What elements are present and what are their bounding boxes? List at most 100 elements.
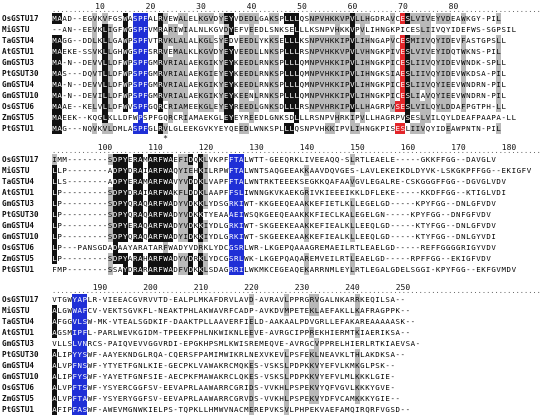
sequence-name-column: OsGSTU17 MiGSTU TaGSTU4 AtGSTU1 GmGSTU3 PtGSU…: [2, 154, 46, 275]
conserved-site-marker: *: [163, 134, 168, 143]
ruler-tick-label: 10: [95, 2, 105, 11]
sequence-name: GmGSTU10: [2, 232, 39, 241]
sequence-name: GmGSTU10: [2, 91, 39, 100]
sequence-name: OsGSTU17: [2, 155, 39, 164]
alignment-block: 100 110 120 130 140 150 160 170 180.............…: [0, 143, 550, 275]
sequence-name: GmGSTU4: [2, 221, 35, 230]
sequence-name: OsGSTU6: [2, 383, 35, 392]
ruler-tick-label: 40: [246, 2, 257, 11]
sequence-name: MiGSTU: [2, 166, 30, 175]
sequence-name: TaGSTU4: [2, 36, 35, 45]
ruler-tick-label: 230: [294, 283, 310, 292]
ruler-tick-label: 250: [395, 283, 411, 292]
ruler-dots: ........................................…: [52, 290, 542, 293]
sequence-name: ZmGSTU5: [2, 254, 35, 263]
ruler-tick-label: 180: [501, 143, 517, 152]
ruler-tick-label: 120: [198, 143, 214, 152]
ruler-tick-label: 50: [297, 2, 307, 11]
sequence-name: PtGSTU1: [2, 405, 35, 414]
ruler-tick-label: 60: [347, 2, 358, 11]
sequence-name: GmGSTU3: [2, 58, 35, 67]
sequence-name: PtGSUT30: [2, 69, 39, 78]
sequence-name-column: OsGSTU17 MiGSTU TaGSTU4 AtGSTU1 GmGSTU3 PtGSU…: [2, 294, 46, 415]
sequence-name-column: OsGSTU17 MiGSTU TaGSTU4 AtGSTU1 GmGSTU3 PtGSU…: [2, 13, 46, 134]
ruler-tick-label: 70: [398, 2, 408, 11]
alignment-block: 10 20 30 40 50 60 70 80........................…: [0, 2, 550, 143]
position-ruler: 100 110 120 130 140 150 160 170 180: [0, 143, 550, 154]
sequence-name: GmGSTU3: [2, 339, 35, 348]
sequence-name: MiGSTU: [2, 25, 30, 34]
ruler-tick-label: 160: [400, 143, 416, 152]
sequence-name: PtGSTU1: [2, 265, 35, 274]
ruler-tick-label: 140: [299, 143, 315, 152]
sequence-name: PtGSUT30: [2, 210, 39, 219]
sequence-name: OsGSTU6: [2, 102, 35, 111]
sequence-name: PtGSUT30: [2, 350, 39, 359]
ruler-tick-label: 110: [148, 143, 163, 152]
sequence-name: ZmGSTU5: [2, 394, 35, 403]
sequence-name: OsGSTU17: [2, 14, 39, 23]
ruler-tick-label: 210: [193, 283, 209, 292]
ruler-tick-label: 240: [345, 283, 360, 292]
sequence-name: AtGSTU1: [2, 328, 35, 337]
ruler-tick-label: 190: [92, 283, 108, 292]
sequence-name: MiGSTU: [2, 306, 30, 315]
ruler-dots: ........................................…: [52, 9, 542, 12]
ruler-tick-label: 100: [97, 143, 113, 152]
sequence-name: TaGSTU4: [2, 177, 35, 186]
ruler-tick-label: 130: [249, 143, 264, 152]
sequence-name: AtGSTU1: [2, 188, 35, 197]
sequence-name: ZmGSTU5: [2, 113, 35, 122]
ruler-tick-label: 20: [145, 2, 156, 11]
ruler-tick-label: 200: [143, 283, 158, 292]
alignment-block: 190 200 210 220 230 240 250...................…: [0, 283, 550, 415]
sequence-name: OsGSTU6: [2, 243, 35, 252]
ruler-tick-label: 150: [350, 143, 365, 152]
sequence-name: AtGSTU1: [2, 47, 35, 56]
sequence-name: TaGSTU4: [2, 317, 35, 326]
ruler-tick-label: 170: [451, 143, 466, 152]
ruler-tick-label: 220: [244, 283, 259, 292]
ruler-tick-label: 80: [448, 2, 459, 11]
position-ruler: 190 200 210 220 230 240 250: [0, 283, 550, 294]
sequence-name: GmGSTU4: [2, 80, 35, 89]
sequence-name: GmGSTU10: [2, 372, 39, 381]
ruler-tick-label: 30: [196, 2, 206, 11]
ruler-dots: ........................................…: [52, 150, 542, 153]
sequence-name: PtGSTU1: [2, 124, 35, 133]
